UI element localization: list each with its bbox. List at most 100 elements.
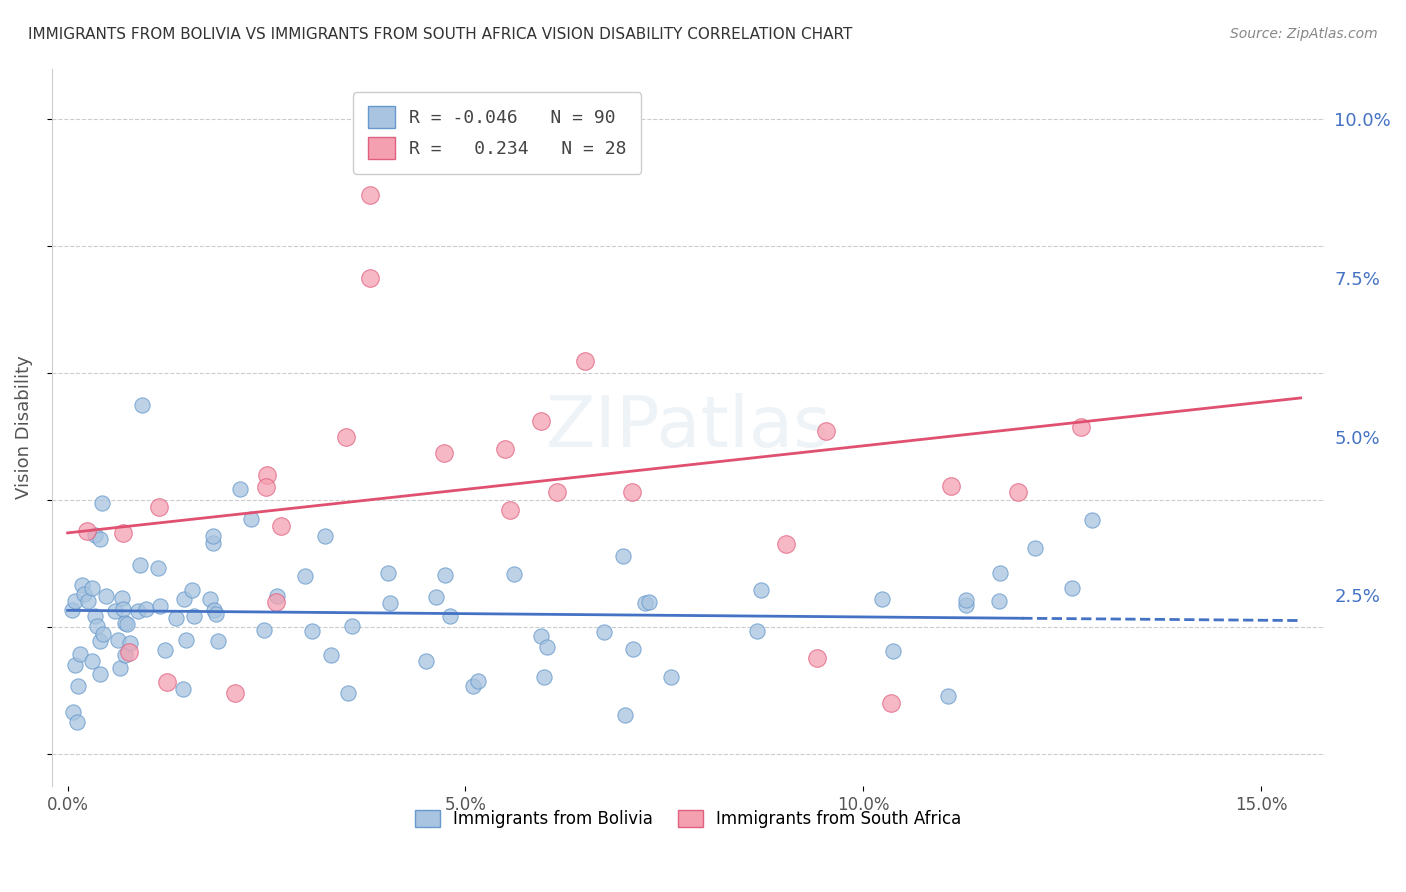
Point bbox=[89, 633, 111, 648]
Point bbox=[91, 496, 114, 510]
Point bbox=[751, 583, 773, 598]
Text: ZIPatlas: ZIPatlas bbox=[546, 392, 831, 462]
Point bbox=[104, 604, 127, 618]
Point bbox=[252, 623, 274, 637]
Point bbox=[207, 634, 229, 648]
Point bbox=[135, 602, 157, 616]
Point bbox=[659, 670, 682, 684]
Point bbox=[499, 503, 522, 517]
Point bbox=[814, 424, 837, 438]
Point bbox=[129, 558, 152, 573]
Point bbox=[335, 430, 357, 444]
Point bbox=[775, 537, 797, 551]
Text: IMMIGRANTS FROM BOLIVIA VS IMMIGRANTS FROM SOUTH AFRICA VISION DISABILITY CORREL: IMMIGRANTS FROM BOLIVIA VS IMMIGRANTS FR… bbox=[28, 27, 852, 42]
Point bbox=[115, 617, 138, 632]
Point bbox=[467, 674, 489, 689]
Point bbox=[546, 485, 568, 500]
Point bbox=[314, 529, 336, 543]
Point bbox=[181, 583, 204, 598]
Point bbox=[148, 500, 170, 514]
Point bbox=[377, 566, 399, 580]
Point bbox=[264, 595, 287, 609]
Point bbox=[63, 657, 86, 672]
Point bbox=[593, 624, 616, 639]
Point bbox=[536, 640, 558, 655]
Point bbox=[156, 674, 179, 689]
Point bbox=[108, 661, 131, 675]
Point bbox=[111, 591, 134, 605]
Point bbox=[229, 483, 252, 497]
Point bbox=[172, 681, 194, 696]
Point bbox=[301, 624, 323, 638]
Point bbox=[94, 589, 117, 603]
Point bbox=[415, 654, 437, 668]
Point bbox=[62, 705, 84, 719]
Point bbox=[533, 670, 555, 684]
Point bbox=[463, 679, 485, 693]
Point bbox=[955, 592, 977, 607]
Point bbox=[173, 592, 195, 607]
Point bbox=[120, 636, 142, 650]
Point bbox=[114, 648, 136, 663]
Point bbox=[955, 598, 977, 612]
Point bbox=[153, 643, 176, 657]
Point bbox=[254, 480, 277, 494]
Point bbox=[146, 561, 169, 575]
Point bbox=[200, 592, 222, 607]
Point bbox=[118, 645, 141, 659]
Point bbox=[127, 604, 149, 618]
Point bbox=[439, 608, 461, 623]
Point bbox=[76, 524, 98, 538]
Point bbox=[988, 594, 1011, 608]
Point bbox=[80, 582, 103, 596]
Point bbox=[380, 596, 402, 610]
Point bbox=[201, 529, 224, 543]
Point bbox=[66, 715, 89, 730]
Y-axis label: Vision Disability: Vision Disability bbox=[15, 355, 32, 499]
Point bbox=[149, 599, 172, 613]
Point bbox=[202, 603, 225, 617]
Point bbox=[1024, 541, 1046, 555]
Point bbox=[111, 602, 134, 616]
Point bbox=[621, 642, 644, 657]
Point bbox=[65, 594, 87, 608]
Point bbox=[1007, 485, 1029, 500]
Point bbox=[503, 567, 526, 582]
Point bbox=[270, 519, 292, 533]
Point bbox=[69, 647, 91, 661]
Point bbox=[1070, 420, 1092, 434]
Point bbox=[240, 511, 263, 525]
Point bbox=[266, 589, 288, 603]
Point bbox=[83, 609, 105, 624]
Point bbox=[879, 696, 901, 710]
Point bbox=[80, 654, 103, 668]
Point bbox=[1062, 581, 1084, 595]
Point bbox=[620, 485, 643, 500]
Point bbox=[936, 689, 959, 703]
Point bbox=[882, 643, 904, 657]
Point bbox=[939, 479, 962, 493]
Point bbox=[201, 536, 224, 550]
Point bbox=[396, 112, 419, 127]
Point bbox=[425, 590, 447, 604]
Point bbox=[224, 686, 246, 700]
Point bbox=[359, 188, 381, 202]
Point bbox=[205, 607, 228, 622]
Point bbox=[73, 587, 96, 601]
Point bbox=[294, 569, 316, 583]
Point bbox=[574, 353, 596, 368]
Point bbox=[433, 446, 456, 460]
Point bbox=[433, 567, 456, 582]
Point bbox=[530, 414, 553, 428]
Legend: Immigrants from Bolivia, Immigrants from South Africa: Immigrants from Bolivia, Immigrants from… bbox=[408, 804, 969, 835]
Point bbox=[638, 595, 661, 609]
Point bbox=[165, 611, 187, 625]
Point bbox=[337, 686, 360, 700]
Text: Source: ZipAtlas.com: Source: ZipAtlas.com bbox=[1230, 27, 1378, 41]
Point bbox=[89, 533, 111, 547]
Point bbox=[870, 592, 893, 607]
Point bbox=[494, 442, 516, 457]
Point bbox=[91, 627, 114, 641]
Point bbox=[633, 596, 655, 610]
Point bbox=[72, 577, 94, 591]
